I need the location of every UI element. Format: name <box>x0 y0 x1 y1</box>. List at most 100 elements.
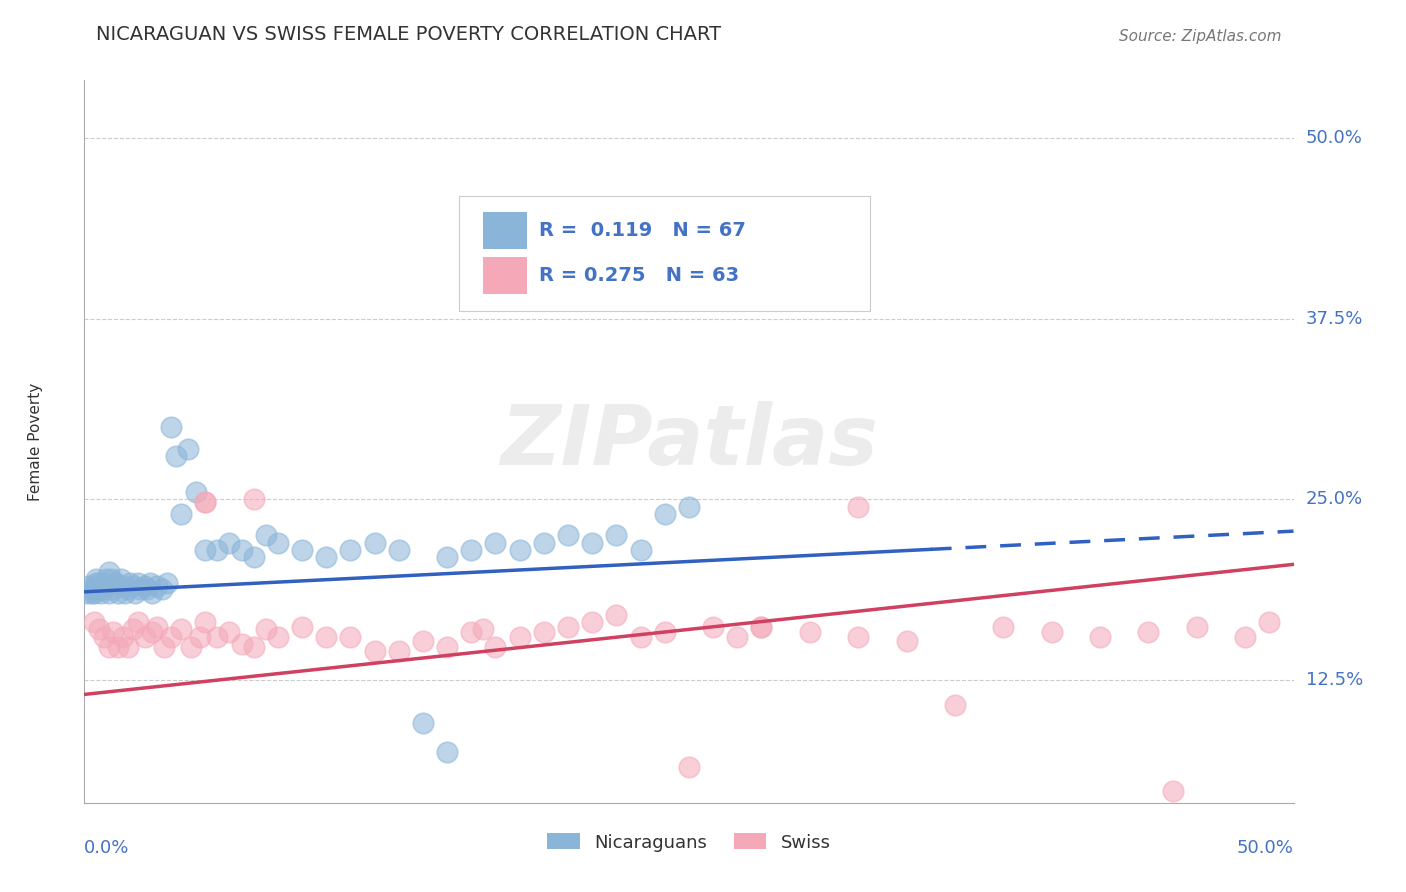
Point <box>93 630 115 644</box>
Point <box>146 579 169 593</box>
Point <box>460 625 482 640</box>
Point <box>472 623 495 637</box>
Point <box>129 582 152 596</box>
Point <box>557 619 579 633</box>
Point <box>484 535 506 549</box>
Point <box>254 623 277 637</box>
Point <box>388 644 411 658</box>
Point <box>751 619 773 633</box>
Point <box>194 542 217 557</box>
Text: 50.0%: 50.0% <box>1306 129 1362 147</box>
Point <box>605 528 627 542</box>
Point <box>943 698 966 712</box>
Text: R =  0.119   N = 67: R = 0.119 N = 67 <box>538 221 745 240</box>
Point <box>136 582 159 596</box>
Point <box>134 630 156 644</box>
Point <box>363 644 385 658</box>
Point <box>103 582 125 596</box>
Point <box>83 582 105 596</box>
Point <box>678 500 700 514</box>
FancyBboxPatch shape <box>484 211 527 250</box>
Point <box>557 528 579 542</box>
Point <box>104 576 127 591</box>
Point <box>1161 784 1184 798</box>
Point <box>93 582 115 596</box>
Point <box>896 634 918 648</box>
Point <box>94 572 117 586</box>
Point <box>165 449 187 463</box>
Point <box>194 495 217 509</box>
Point <box>1088 630 1111 644</box>
Point <box>339 542 361 557</box>
Point <box>509 542 531 557</box>
FancyBboxPatch shape <box>484 257 527 294</box>
Point <box>177 442 200 456</box>
Point <box>460 542 482 557</box>
Point <box>77 579 100 593</box>
Point <box>86 576 108 591</box>
Point <box>436 640 458 654</box>
Point <box>107 640 129 654</box>
Point <box>630 630 652 644</box>
Point <box>146 619 169 633</box>
Point <box>218 625 240 640</box>
Point <box>363 535 385 549</box>
Point <box>155 576 177 591</box>
Point <box>170 623 193 637</box>
Point <box>87 582 110 596</box>
Point <box>315 550 337 565</box>
Point <box>242 640 264 654</box>
Text: Female Poverty: Female Poverty <box>28 383 44 500</box>
Point <box>254 528 277 542</box>
Point <box>1234 630 1257 644</box>
Point <box>153 640 176 654</box>
Point <box>654 625 676 640</box>
Point <box>141 625 163 640</box>
Point <box>121 623 143 637</box>
Point <box>533 535 555 549</box>
Point <box>97 640 120 654</box>
Point <box>533 625 555 640</box>
Point <box>630 542 652 557</box>
Point <box>291 542 314 557</box>
Point <box>1258 615 1281 630</box>
Point <box>484 640 506 654</box>
Point <box>581 615 603 630</box>
Point <box>751 619 773 633</box>
Point <box>242 550 264 565</box>
Point <box>605 607 627 622</box>
Point <box>678 760 700 774</box>
Point <box>581 535 603 549</box>
Point <box>107 586 129 600</box>
Point <box>121 579 143 593</box>
Point <box>87 576 110 591</box>
Text: R = 0.275   N = 63: R = 0.275 N = 63 <box>538 266 740 285</box>
Point <box>114 586 136 600</box>
Point <box>846 500 869 514</box>
Point <box>412 716 434 731</box>
Point <box>138 576 160 591</box>
Point <box>141 586 163 600</box>
Legend: Nicaraguans, Swiss: Nicaraguans, Swiss <box>547 833 831 852</box>
Point <box>218 535 240 549</box>
Text: 0.0%: 0.0% <box>84 838 129 857</box>
Point <box>76 586 98 600</box>
Point <box>1185 619 1208 633</box>
Point <box>150 582 173 596</box>
Point <box>412 634 434 648</box>
Text: 37.5%: 37.5% <box>1306 310 1362 327</box>
Point <box>993 619 1015 633</box>
Point <box>112 579 135 593</box>
Point <box>799 625 821 640</box>
Point <box>388 542 411 557</box>
Point <box>120 576 142 591</box>
Point <box>654 507 676 521</box>
Point <box>83 615 105 630</box>
Text: ZIPatlas: ZIPatlas <box>501 401 877 482</box>
Text: 12.5%: 12.5% <box>1306 671 1362 689</box>
Point <box>267 630 290 644</box>
Point <box>184 485 207 500</box>
Text: 25.0%: 25.0% <box>1306 491 1362 508</box>
Point <box>97 586 120 600</box>
Point <box>207 630 229 644</box>
